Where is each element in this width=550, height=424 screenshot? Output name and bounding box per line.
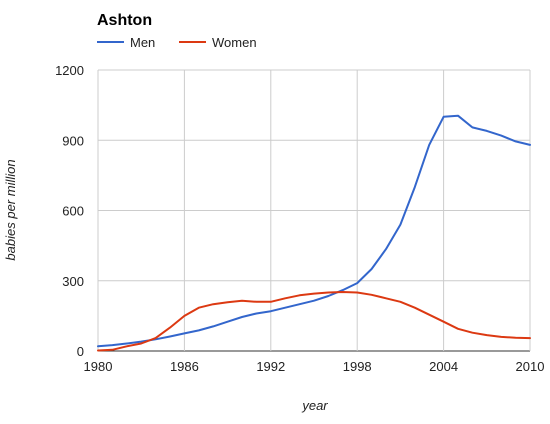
chart-title: Ashton — [97, 12, 152, 29]
x-axis-label: year — [301, 398, 328, 413]
y-tick-label: 600 — [62, 204, 84, 219]
series-line-men — [97, 114, 531, 348]
x-tick-label: 1998 — [343, 359, 372, 374]
x-tick-label: 1980 — [84, 359, 113, 374]
y-tick-label: 300 — [62, 274, 84, 289]
legend: Men Women — [97, 35, 257, 50]
y-tick-label: 900 — [62, 133, 84, 148]
y-tick-label: 1200 — [55, 63, 84, 78]
x-tick-label: 1992 — [256, 359, 285, 374]
x-axis-ticks: 1980 1986 1992 1998 2004 2010 — [84, 359, 545, 374]
gridlines — [97, 69, 531, 352]
x-tick-label: 2004 — [429, 359, 458, 374]
y-tick-label: 0 — [77, 344, 84, 359]
x-tick-label: 1986 — [170, 359, 199, 374]
y-axis-ticks: 0 300 600 900 1200 — [55, 63, 84, 359]
y-axis-label: babies per million — [3, 159, 18, 260]
x-tick-label: 2010 — [516, 359, 545, 374]
legend-label-men: Men — [130, 35, 155, 50]
series-layer — [97, 114, 531, 352]
legend-label-women: Women — [212, 35, 257, 50]
series-line-women — [97, 291, 531, 352]
